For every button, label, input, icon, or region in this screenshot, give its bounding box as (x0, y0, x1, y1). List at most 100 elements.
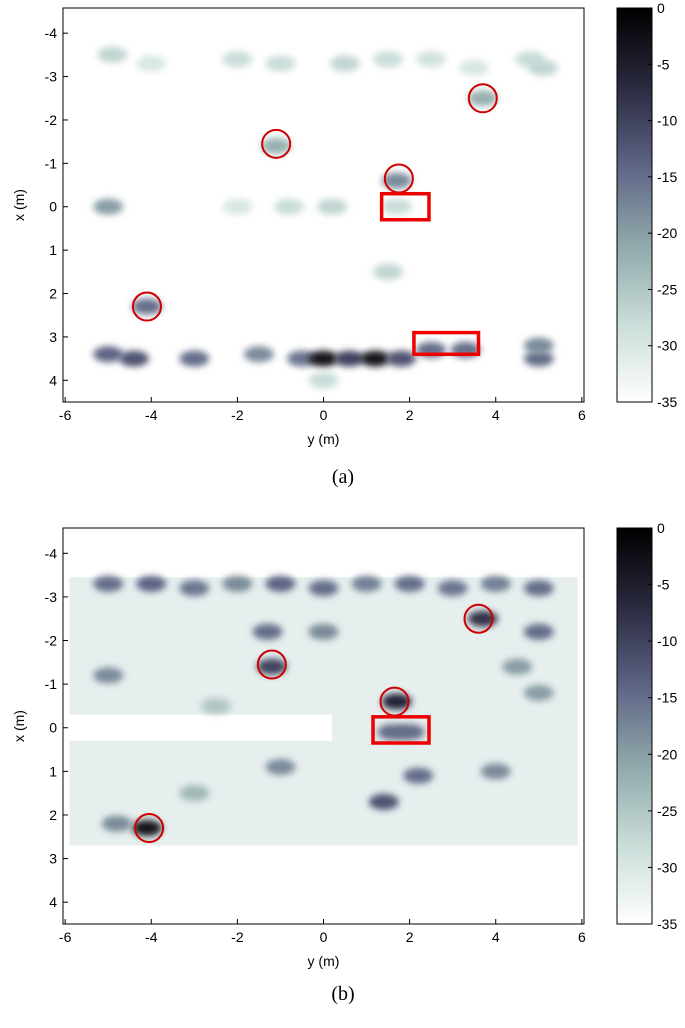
hotspot (360, 350, 391, 367)
colorbar (616, 7, 653, 403)
hotspot (467, 610, 498, 627)
y-tick-label: -1 (45, 155, 58, 171)
hotspot (480, 575, 511, 592)
empty-strip (69, 714, 333, 741)
colorbar-tick-label: -5 (657, 577, 670, 593)
hotspot (381, 693, 412, 710)
hotspot (179, 350, 210, 367)
x-tick-label: -2 (231, 929, 244, 945)
marker-circle (463, 603, 494, 634)
hotspot (243, 346, 274, 363)
hotspot (93, 346, 124, 363)
x-tick-label: -4 (145, 929, 158, 945)
x-axis-label: y (m) (308, 431, 340, 447)
hotspot (136, 55, 167, 72)
hotspot (373, 51, 404, 68)
x-tick-label: 0 (320, 929, 328, 945)
hotspot (459, 59, 490, 76)
hotspot (308, 623, 339, 640)
x-tick-label: 6 (578, 407, 586, 423)
colorbar-tick-label: -25 (657, 281, 677, 297)
hotspot (523, 623, 554, 640)
hotspot (528, 59, 559, 76)
hotspot (119, 350, 150, 367)
colorbar-tick-label: -25 (657, 803, 677, 819)
hotspot (179, 580, 210, 597)
caption: (b) (331, 983, 354, 1005)
y-tick-label: 4 (49, 894, 57, 910)
x-tick-label: -6 (59, 407, 72, 423)
colorbar-tick-label: 0 (657, 520, 665, 536)
colorbar-tick-label: -20 (657, 746, 677, 762)
hotspot (265, 575, 296, 592)
hotspot (386, 350, 417, 367)
hotspot (523, 337, 554, 354)
y-tick-label: 1 (49, 242, 57, 258)
hotspot (334, 350, 365, 367)
hotspot (373, 263, 404, 280)
y-tick-label: -4 (45, 25, 58, 41)
hotspot (93, 198, 124, 215)
hotspot (368, 793, 399, 810)
hotspot (467, 90, 498, 107)
image-region (69, 577, 578, 846)
hotspot (286, 350, 317, 367)
hotspot (131, 820, 162, 837)
y-tick-label: -3 (45, 69, 58, 85)
y-tick-label: -3 (45, 589, 58, 605)
hotspot (222, 575, 253, 592)
hotspot (222, 198, 253, 215)
y-tick-label: -2 (45, 112, 58, 128)
hotspot (261, 137, 292, 154)
hotspot (256, 658, 287, 675)
x-tick-label: 2 (406, 929, 414, 945)
hotspot (274, 198, 305, 215)
colorbar-tick-label: -15 (657, 169, 677, 185)
hotspot (97, 46, 128, 63)
y-tick-label: -4 (45, 545, 58, 561)
y-tick-label: 2 (49, 807, 57, 823)
hotspot (136, 575, 167, 592)
colorbar-tick-label: -20 (657, 225, 677, 241)
hotspot (222, 51, 253, 68)
marker-box (371, 715, 431, 745)
x-tick-label: 0 (320, 407, 328, 423)
hotspot (265, 55, 296, 72)
y-tick-label: 2 (49, 286, 57, 302)
colorbar-tick-label: 0 (657, 0, 665, 16)
hotspot (480, 763, 511, 780)
hotspot (523, 580, 554, 597)
y-tick-label: 1 (49, 763, 57, 779)
y-axis-label: x (m) (11, 189, 27, 221)
colorbar-tick-label: -10 (657, 633, 677, 649)
hotspot (381, 172, 412, 189)
heatmap (93, 46, 559, 389)
hotspot (437, 580, 468, 597)
colorbar-tick-label: -10 (657, 113, 677, 129)
y-tick-label: 3 (49, 851, 57, 867)
hotspot (93, 575, 124, 592)
y-tick-label: 3 (49, 329, 57, 345)
x-tick-label: 4 (492, 929, 500, 945)
hotspot (416, 51, 447, 68)
y-tick-label: 0 (49, 199, 57, 215)
hotspot (252, 623, 283, 640)
hotspot (502, 658, 533, 675)
colorbar-tick-label: -30 (657, 859, 677, 875)
y-axis-label: x (m) (11, 710, 27, 742)
marker-box (379, 191, 431, 222)
hotspot (308, 350, 339, 367)
x-tick-label: -4 (145, 407, 158, 423)
colorbar-tick-label: -35 (657, 394, 677, 410)
marker-circle (467, 83, 498, 114)
colorbar-tick-label: -5 (657, 56, 670, 72)
hotspot (200, 697, 231, 714)
x-tick-label: 2 (406, 407, 414, 423)
x-tick-label: -2 (231, 407, 244, 423)
x-tick-label: -6 (59, 929, 72, 945)
marker-circle (131, 291, 162, 322)
hotspot (317, 198, 348, 215)
hotspot (330, 55, 361, 72)
colorbar-tick-label: -35 (657, 916, 677, 932)
